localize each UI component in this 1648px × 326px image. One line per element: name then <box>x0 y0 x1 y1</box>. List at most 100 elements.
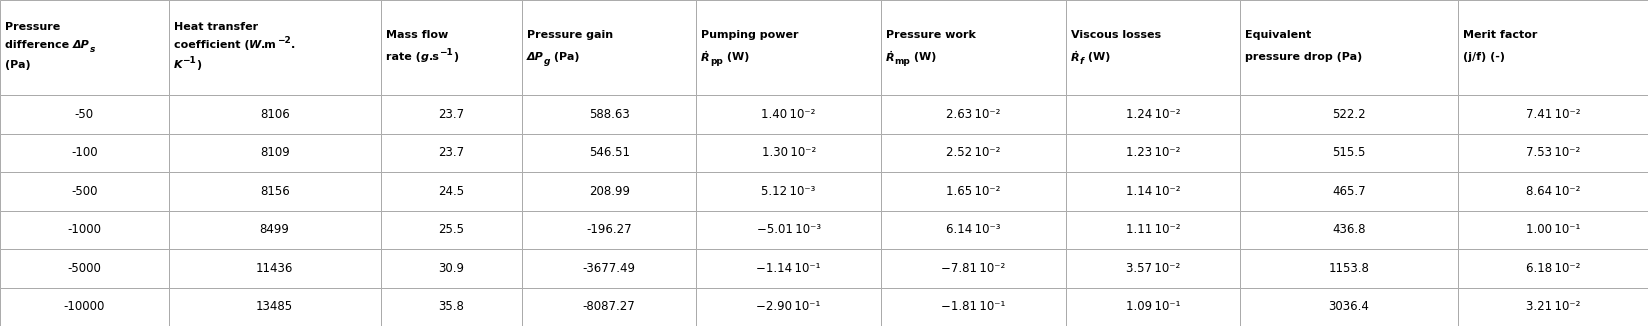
Text: ΔP: ΔP <box>73 40 89 51</box>
Text: 6.18 10⁻²: 6.18 10⁻² <box>1526 262 1580 275</box>
Bar <box>1239 95 1457 134</box>
Text: .m: .m <box>262 40 277 51</box>
Text: K: K <box>173 61 183 70</box>
Bar <box>1066 134 1239 172</box>
Bar <box>381 0 522 95</box>
Text: coefficient (: coefficient ( <box>173 40 249 51</box>
Text: Pressure gain: Pressure gain <box>527 31 613 40</box>
Text: Ṙ: Ṙ <box>700 52 710 63</box>
Bar <box>1066 211 1239 249</box>
Text: -500: -500 <box>71 185 97 198</box>
Text: −1: −1 <box>183 56 196 65</box>
Bar <box>381 249 522 288</box>
Text: 1.00 10⁻¹: 1.00 10⁻¹ <box>1526 223 1580 236</box>
Text: 8499: 8499 <box>260 223 290 236</box>
Text: -3677.49: -3677.49 <box>583 262 636 275</box>
Bar <box>1457 95 1648 134</box>
Bar <box>1457 134 1648 172</box>
Text: 35.8: 35.8 <box>438 300 465 313</box>
Bar <box>695 95 882 134</box>
Text: g: g <box>420 52 428 63</box>
Text: 1.14 10⁻²: 1.14 10⁻² <box>1126 185 1180 198</box>
Text: 25.5: 25.5 <box>438 223 465 236</box>
Text: 3036.4: 3036.4 <box>1328 300 1369 313</box>
Text: 1.24 10⁻²: 1.24 10⁻² <box>1126 108 1180 121</box>
Bar <box>882 134 1066 172</box>
Text: s: s <box>89 45 96 54</box>
Text: .: . <box>290 40 295 51</box>
Text: Equivalent: Equivalent <box>1246 31 1312 40</box>
Text: 546.51: 546.51 <box>588 146 630 159</box>
Bar <box>1239 249 1457 288</box>
Text: ): ) <box>453 52 458 63</box>
Text: difference: difference <box>5 40 73 51</box>
Bar <box>882 95 1066 134</box>
Text: 1.65 10⁻²: 1.65 10⁻² <box>946 185 1000 198</box>
Text: −1: −1 <box>440 48 453 57</box>
Text: Pressure work: Pressure work <box>887 31 976 40</box>
Text: 30.9: 30.9 <box>438 262 465 275</box>
Text: 2.52 10⁻²: 2.52 10⁻² <box>946 146 1000 159</box>
Bar <box>1066 288 1239 326</box>
Bar <box>1457 172 1648 211</box>
Bar <box>1457 249 1648 288</box>
Text: 3.57 10⁻²: 3.57 10⁻² <box>1126 262 1180 275</box>
Bar <box>1066 249 1239 288</box>
Text: −7.81 10⁻²: −7.81 10⁻² <box>941 262 1005 275</box>
Text: g: g <box>544 57 550 66</box>
Text: −5.01 10⁻³: −5.01 10⁻³ <box>756 223 821 236</box>
Bar <box>168 172 381 211</box>
Text: 436.8: 436.8 <box>1332 223 1366 236</box>
Bar <box>0 249 168 288</box>
Bar <box>522 134 695 172</box>
Text: 3.21 10⁻²: 3.21 10⁻² <box>1526 300 1580 313</box>
Text: f: f <box>1079 57 1083 66</box>
Bar <box>168 95 381 134</box>
Bar <box>381 211 522 249</box>
Text: 1.09 10⁻¹: 1.09 10⁻¹ <box>1126 300 1180 313</box>
Bar <box>522 288 695 326</box>
Bar <box>695 172 882 211</box>
Bar <box>0 172 168 211</box>
Text: 24.5: 24.5 <box>438 185 465 198</box>
Text: 588.63: 588.63 <box>588 108 630 121</box>
Bar <box>1239 211 1457 249</box>
Text: Pumping power: Pumping power <box>700 31 799 40</box>
Text: Merit factor: Merit factor <box>1463 31 1538 40</box>
Text: -5000: -5000 <box>68 262 101 275</box>
Text: Pressure: Pressure <box>5 22 61 33</box>
Bar <box>522 172 695 211</box>
Text: 465.7: 465.7 <box>1332 185 1366 198</box>
Text: 8.64 10⁻²: 8.64 10⁻² <box>1526 185 1580 198</box>
Bar <box>695 0 882 95</box>
Bar <box>168 0 381 95</box>
Bar <box>882 0 1066 95</box>
Text: (W): (W) <box>722 52 748 63</box>
Bar <box>168 134 381 172</box>
Text: pp: pp <box>710 57 722 66</box>
Bar <box>1239 134 1457 172</box>
Bar <box>1066 172 1239 211</box>
Bar <box>522 0 695 95</box>
Text: 5.12 10⁻³: 5.12 10⁻³ <box>761 185 816 198</box>
Bar <box>381 288 522 326</box>
Text: Ṙ: Ṙ <box>887 52 895 63</box>
Bar <box>168 211 381 249</box>
Text: ΔP: ΔP <box>527 52 544 63</box>
Text: 13485: 13485 <box>255 300 293 313</box>
Text: Viscous losses: Viscous losses <box>1071 31 1162 40</box>
Text: mp: mp <box>895 57 910 66</box>
Bar <box>1239 288 1457 326</box>
Text: 11436: 11436 <box>255 262 293 275</box>
Text: 2.63 10⁻²: 2.63 10⁻² <box>946 108 1000 121</box>
Bar <box>695 249 882 288</box>
Text: 1.11 10⁻²: 1.11 10⁻² <box>1126 223 1180 236</box>
Text: 23.7: 23.7 <box>438 146 465 159</box>
Bar <box>0 0 168 95</box>
Text: 1.23 10⁻²: 1.23 10⁻² <box>1126 146 1180 159</box>
Text: 1153.8: 1153.8 <box>1328 262 1369 275</box>
Text: -50: -50 <box>74 108 94 121</box>
Text: (Pa): (Pa) <box>5 61 31 70</box>
Text: ): ) <box>196 61 201 70</box>
Text: 522.2: 522.2 <box>1332 108 1366 121</box>
